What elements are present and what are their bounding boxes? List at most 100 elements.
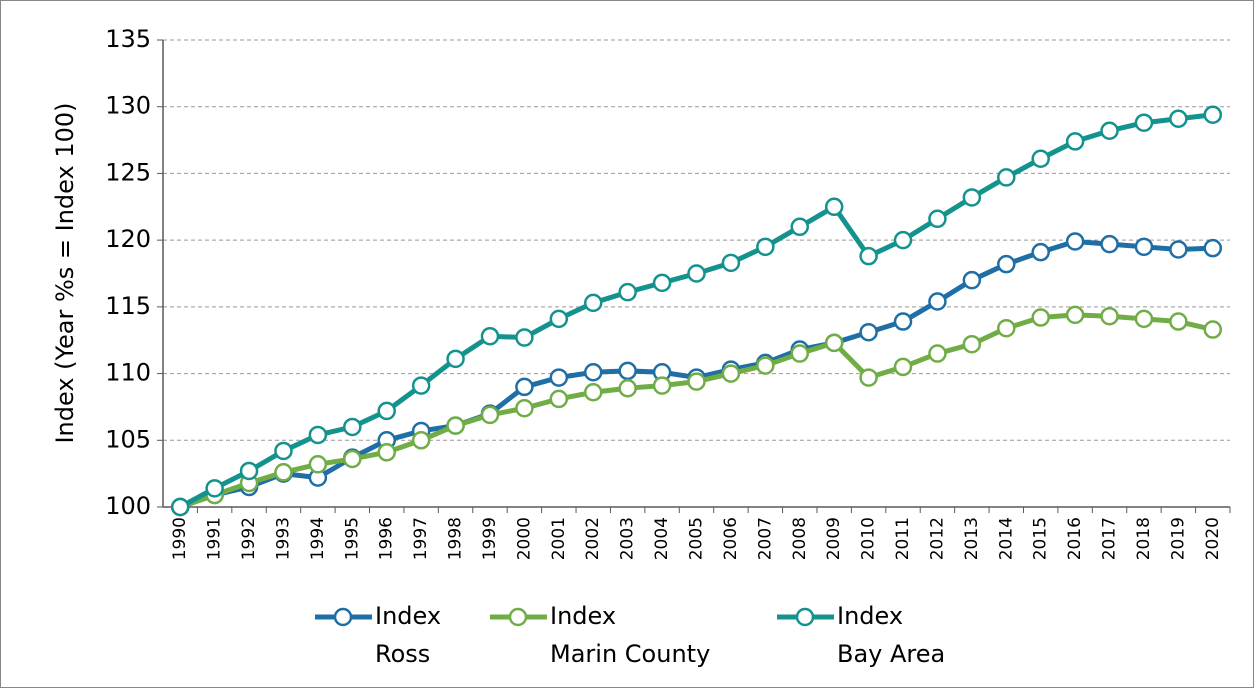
y-tick-label: 130 [105, 92, 151, 120]
data-point [962, 270, 982, 290]
data-point [618, 282, 637, 302]
data-point [824, 333, 844, 353]
data-point [756, 356, 775, 375]
data-point [515, 328, 534, 347]
legend-marker [508, 607, 528, 627]
y-tick-label: 125 [105, 158, 151, 186]
data-point [274, 441, 293, 461]
y-tick-label: 105 [105, 425, 151, 453]
x-tick-label: 2019 [1168, 517, 1188, 560]
x-tick-label: 2007 [755, 517, 775, 560]
data-point [618, 361, 637, 381]
data-point [824, 197, 844, 217]
data-point [721, 253, 741, 273]
data-point [549, 389, 569, 409]
x-tick-label: 2013 [962, 517, 982, 560]
data-point [1203, 238, 1223, 258]
data-point [790, 344, 810, 363]
data-point [308, 455, 328, 474]
x-tick-label: 1994 [308, 517, 328, 560]
data-point [274, 463, 293, 482]
x-tick-label: 1999 [480, 517, 500, 560]
data-point [756, 237, 775, 257]
data-point [446, 349, 465, 369]
legend-label-line: Index [550, 602, 616, 630]
data-point [205, 479, 224, 498]
x-tick-label: 2003 [618, 517, 638, 560]
data-point [1065, 232, 1085, 251]
data-point [343, 417, 362, 437]
data-point [893, 357, 913, 377]
legend-label-line: Index [375, 602, 441, 630]
x-tick-label: 2006 [721, 517, 741, 560]
data-point [997, 318, 1016, 338]
data-point [515, 377, 534, 397]
data-point [1031, 242, 1050, 262]
data-point [997, 168, 1016, 187]
data-point [515, 399, 534, 418]
x-tick-label: 2018 [1134, 517, 1154, 560]
data-point [549, 368, 569, 387]
data-point [1203, 105, 1223, 124]
legend-marker [795, 607, 815, 627]
data-point [859, 322, 878, 342]
data-point [618, 378, 637, 398]
data-point [687, 264, 706, 283]
x-tick-label: 2004 [652, 517, 672, 560]
x-tick-label: 1991 [205, 517, 225, 560]
data-point [377, 401, 396, 421]
data-point [1065, 132, 1085, 151]
data-point [239, 461, 259, 481]
y-tick-label: 120 [105, 225, 151, 253]
data-point [1134, 309, 1154, 329]
data-point [652, 273, 672, 293]
y-tick-label: 110 [105, 359, 151, 387]
x-tick-label: 1998 [446, 517, 466, 560]
x-tick-label: 2016 [1065, 517, 1085, 560]
data-point [687, 372, 706, 391]
data-point [721, 364, 741, 383]
data-point [928, 344, 947, 363]
data-point [170, 497, 190, 517]
x-tick-label: 1990 [170, 517, 190, 560]
data-point [928, 209, 947, 229]
y-tick-label: 100 [105, 492, 151, 520]
legend-label-line: Index [837, 602, 903, 630]
legend-label: Index Ross [375, 602, 441, 668]
data-point [583, 383, 603, 402]
legend-label: Index Bay Area [837, 602, 945, 668]
legend-marker [333, 607, 353, 627]
data-point [343, 449, 362, 469]
data-point [997, 254, 1016, 274]
x-tick-label: 1997 [411, 517, 431, 560]
data-point [1100, 306, 1119, 326]
data-point [962, 334, 982, 354]
x-tick-label: 2005 [687, 517, 707, 560]
legend-label-line: Bay Area [837, 640, 945, 668]
x-tick-label: 1992 [239, 517, 259, 560]
x-tick-label: 2014 [996, 517, 1016, 560]
data-point [1169, 109, 1188, 128]
data-point [1031, 149, 1050, 169]
x-tick-label: 2000 [514, 517, 534, 560]
x-tick-label: 2020 [1203, 517, 1223, 560]
data-point [1169, 312, 1188, 331]
data-point [1100, 234, 1119, 254]
y-axis-label: Index (Year %s = Index 100) [51, 102, 79, 443]
data-point [411, 376, 431, 395]
data-point [928, 292, 947, 311]
x-tick-label: 2015 [1031, 517, 1051, 560]
data-point [962, 188, 982, 207]
data-point [1100, 121, 1119, 140]
data-point [583, 362, 603, 382]
legend-label-line: Marin County [550, 640, 710, 668]
legend-label: Index Marin County [550, 602, 710, 668]
data-point [1134, 237, 1154, 257]
data-point [377, 443, 396, 462]
data-point [1031, 308, 1050, 327]
x-tick-label: 1996 [377, 517, 397, 560]
data-point [790, 217, 810, 237]
legend-label-line: Ross [375, 640, 430, 668]
x-tick-label: 1995 [342, 517, 362, 560]
